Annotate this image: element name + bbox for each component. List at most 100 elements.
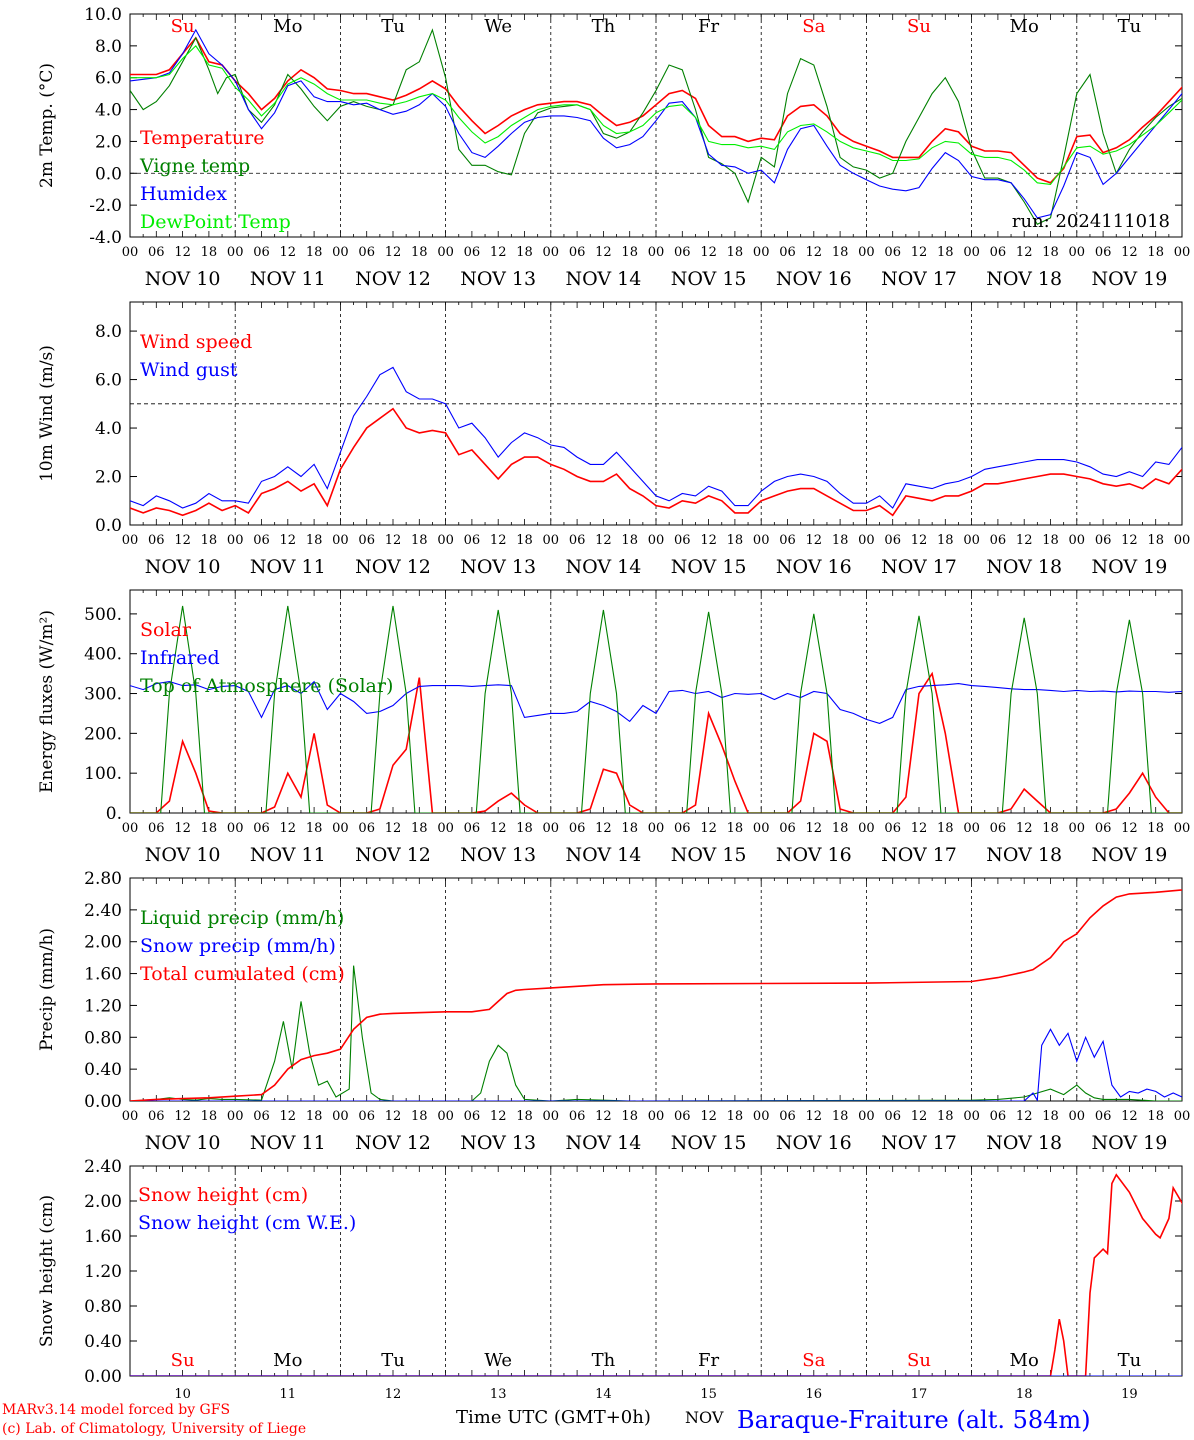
hour-tick-label: 06 — [990, 245, 1007, 260]
series-line — [130, 671, 1182, 813]
hour-tick-label: 12 — [700, 533, 717, 548]
hour-tick-label: 00 — [1069, 533, 1086, 548]
y-tick-label: 400. — [84, 645, 122, 665]
legend-entry: Wind speed — [140, 331, 252, 353]
weekday-label: Tu — [1118, 16, 1142, 37]
hour-tick-label: 00 — [437, 245, 454, 260]
y-tick-label: 0.80 — [84, 1028, 122, 1048]
legend-entry: Wind gust — [140, 359, 238, 381]
y-tick-label: 0.0 — [95, 516, 122, 536]
series-line — [130, 28, 1182, 226]
y-tick-label: 2.0 — [95, 468, 122, 488]
hour-tick-label: 12 — [385, 821, 402, 836]
y-tick-label: 300. — [84, 685, 122, 705]
hour-tick-label: 18 — [937, 821, 954, 836]
series-line — [130, 965, 1182, 1101]
hour-tick-label: 12 — [1121, 245, 1138, 260]
hour-tick-label: 18 — [516, 821, 533, 836]
hour-tick-label: 12 — [1016, 821, 1033, 836]
hour-tick-label: 00 — [963, 245, 980, 260]
series-line — [130, 407, 1182, 517]
date-label: NOV 11 — [250, 844, 326, 866]
date-label: NOV 17 — [881, 556, 957, 578]
hour-tick-label: 18 — [201, 1109, 218, 1124]
hour-tick-label: 00 — [648, 821, 665, 836]
date-label: NOV 18 — [986, 844, 1062, 866]
panel-frame — [129, 589, 1183, 814]
hour-tick-label: 06 — [884, 533, 901, 548]
series-line — [130, 680, 1182, 724]
hour-tick-label: 18 — [306, 533, 323, 548]
y-tick-label: 1.60 — [84, 1227, 122, 1247]
hour-tick-label: 12 — [911, 245, 928, 260]
hour-tick-label: 06 — [1095, 245, 1112, 260]
hour-tick-label: 12 — [1016, 533, 1033, 548]
hour-tick-label: 18 — [306, 245, 323, 260]
hour-tick-label: 00 — [543, 1109, 560, 1124]
weekday-label: Fr — [698, 16, 719, 37]
date-label: NOV 14 — [565, 844, 641, 866]
hour-tick-label: 00 — [543, 533, 560, 548]
hour-tick-label: 00 — [858, 1109, 875, 1124]
panel-3: 500. 400. 300. 200. 100. 0. Energy fluxes (W/m… — [37, 589, 1190, 866]
hour-tick-label: 00 — [858, 821, 875, 836]
hour-tick-label: 12 — [385, 1109, 402, 1124]
hour-tick-label: 12 — [174, 821, 191, 836]
hour-tick-label: 18 — [937, 245, 954, 260]
weekday-label: Tu — [381, 16, 405, 37]
series-line — [130, 1028, 1182, 1101]
y-axis-label: 2m Temp. (°C) — [37, 63, 57, 188]
hour-tick-label: 12 — [595, 533, 612, 548]
day-number-label: 16 — [806, 1387, 823, 1402]
hour-tick-label: 18 — [516, 245, 533, 260]
date-label: NOV 10 — [145, 844, 221, 866]
hour-tick-label: 00 — [227, 245, 244, 260]
y-tick-label: -2.0 — [89, 196, 122, 216]
hour-tick-label: 18 — [621, 821, 638, 836]
hour-tick-label: 06 — [884, 245, 901, 260]
hour-tick-label: 12 — [595, 1109, 612, 1124]
hour-tick-label: 18 — [937, 533, 954, 548]
day-number-label: 13 — [490, 1387, 507, 1402]
hour-tick-label: 18 — [411, 533, 428, 548]
y-tick-label: 1.20 — [84, 1262, 122, 1282]
series-line — [130, 1173, 1182, 1376]
legend-entry: Snow precip (mm/h) — [140, 935, 336, 957]
date-label: NOV 12 — [355, 268, 431, 290]
hour-tick-label: 00 — [332, 821, 349, 836]
panel-4: 2.80 2.40 2.00 1.60 1.20 0.80 0.40 0.00 Precip (… — [37, 869, 1190, 1154]
hour-tick-label: 18 — [201, 533, 218, 548]
day-number-label: 18 — [1016, 1387, 1033, 1402]
hour-tick-label: 12 — [1016, 245, 1033, 260]
legend-entry: Snow height (cm W.E.) — [138, 1212, 356, 1234]
y-tick-label: 2.00 — [84, 933, 122, 953]
hour-tick-label: 18 — [832, 533, 849, 548]
hour-tick-label: 18 — [1042, 1109, 1059, 1124]
hour-tick-label: 12 — [280, 533, 297, 548]
hour-tick-label: 12 — [174, 245, 191, 260]
hour-tick-label: 06 — [884, 821, 901, 836]
weekday-label: Mo — [273, 16, 302, 37]
weekday-label: Th — [592, 16, 616, 37]
hour-tick-label: 18 — [1042, 245, 1059, 260]
hour-tick-label: 06 — [464, 533, 481, 548]
hour-tick-label: 06 — [253, 1109, 270, 1124]
hour-tick-label: 00 — [648, 245, 665, 260]
hour-tick-label: 18 — [306, 1109, 323, 1124]
date-label: NOV 14 — [565, 556, 641, 578]
hour-tick-label: 12 — [174, 533, 191, 548]
y-tick-label: 0.00 — [84, 1092, 122, 1112]
hour-tick-label: 06 — [884, 1109, 901, 1124]
hour-tick-label: 00 — [648, 1109, 665, 1124]
weekday-label: Su — [171, 16, 195, 37]
hour-tick-label: 00 — [122, 245, 139, 260]
hour-tick-label: 12 — [280, 821, 297, 836]
hour-tick-label: 12 — [700, 245, 717, 260]
date-label: NOV 15 — [671, 1132, 747, 1154]
hour-tick-label: 12 — [490, 245, 507, 260]
day-number-label: 10 — [174, 1387, 191, 1402]
series-line — [130, 889, 1182, 1101]
y-tick-label: 1.20 — [84, 996, 122, 1016]
hour-tick-label: 06 — [358, 533, 375, 548]
